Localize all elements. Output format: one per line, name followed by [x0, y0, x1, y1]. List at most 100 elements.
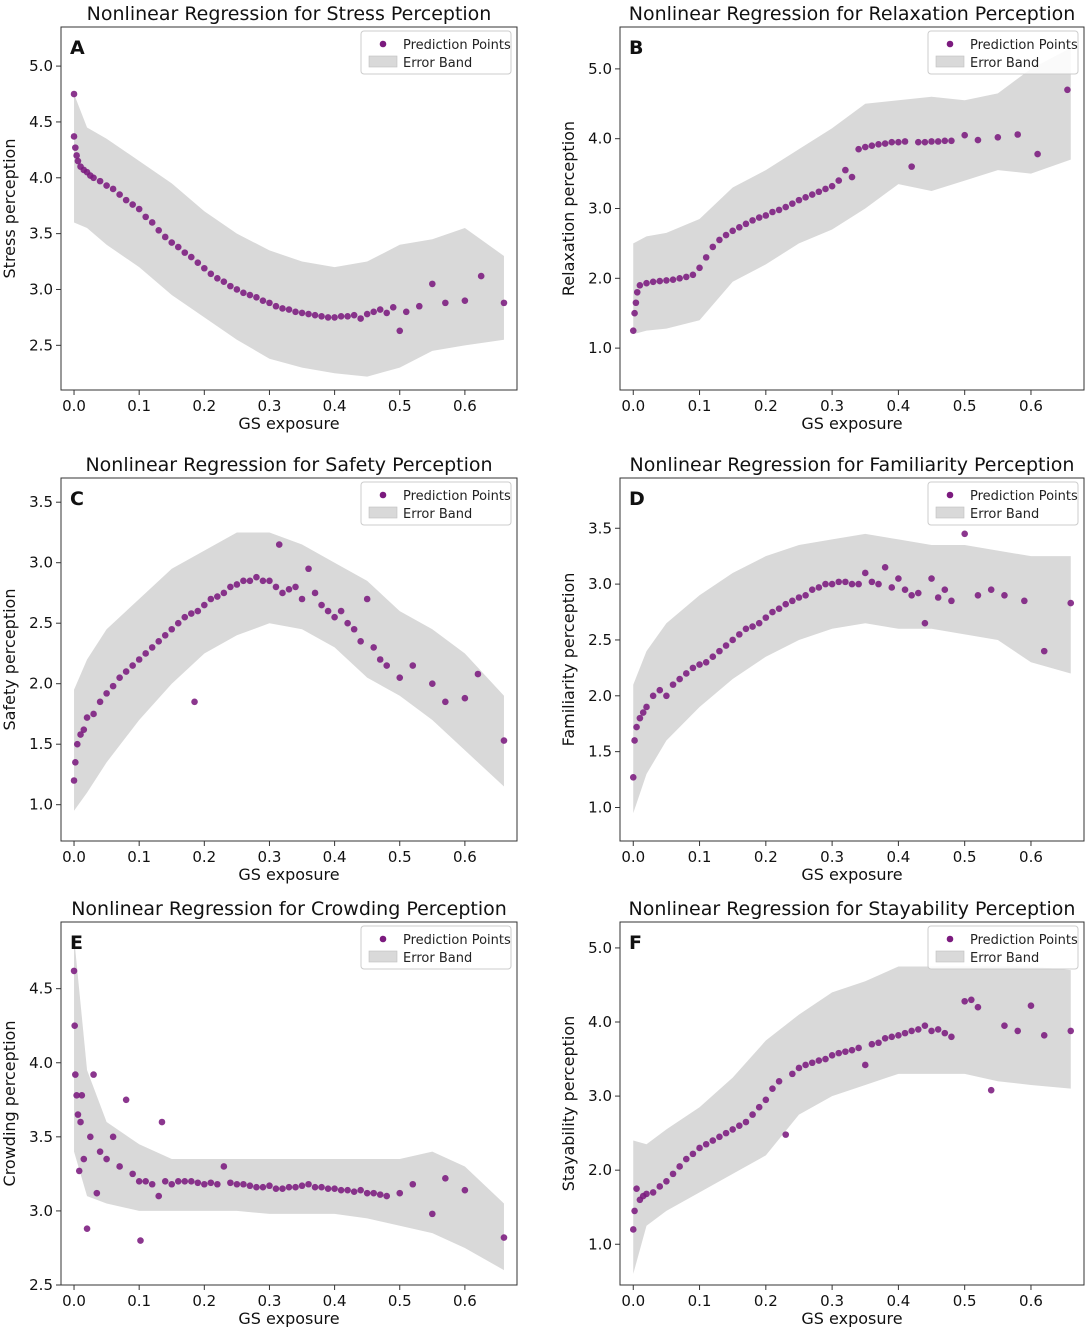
data-point [259, 577, 267, 585]
data-point [1014, 131, 1022, 138]
data-point [789, 200, 796, 207]
legend-band-swatch [368, 950, 398, 963]
data-point [396, 327, 404, 335]
data-point [914, 138, 922, 146]
y-tick-label: 1.5 [588, 743, 612, 761]
data-point [122, 668, 130, 675]
data-point [442, 698, 449, 706]
x-tick-label: 0.1 [688, 397, 712, 415]
y-tick-label: 5.0 [29, 57, 53, 75]
data-point [742, 625, 750, 633]
error-band [74, 936, 504, 1271]
data-point [948, 597, 955, 605]
chart-panel-b: 0.0 0.1 0.2 0.3 0.4 0.5 0.6 1.0 2.0 3.0 4.0 5.0 Nonl… [559, 3, 1085, 433]
data-point [135, 656, 143, 663]
x-tick-label: 0.6 [453, 397, 477, 415]
data-point [842, 166, 849, 174]
data-point [888, 138, 896, 146]
data-point [948, 1033, 955, 1041]
data-point [168, 1180, 176, 1188]
data-point [233, 1180, 241, 1188]
data-point [129, 1170, 136, 1178]
data-point [888, 584, 896, 591]
data-point [311, 589, 319, 597]
y-tick-label: 2.0 [588, 269, 612, 287]
error-band [633, 533, 1071, 814]
data-point [363, 310, 371, 318]
y-tick-label: 2.5 [29, 614, 53, 632]
data-point [901, 138, 909, 145]
x-tick-label: 0.0 [62, 848, 86, 866]
data-point [656, 277, 664, 285]
data-point [636, 281, 644, 289]
data-point [639, 709, 647, 716]
data-point [70, 90, 78, 98]
data-point [802, 194, 809, 201]
legend-box [360, 925, 512, 970]
data-point [227, 583, 234, 591]
legend-box [927, 481, 1079, 526]
data-point [643, 1190, 650, 1198]
legend-label-points: Prediction Points [403, 933, 511, 948]
data-point [285, 586, 293, 593]
data-point [762, 212, 770, 219]
x-axis-label: GS exposure [238, 1309, 339, 1327]
data-point [477, 272, 485, 280]
data-point [848, 580, 856, 588]
legend-band-swatch [935, 506, 965, 519]
data-point [861, 143, 869, 151]
data-point [663, 1177, 670, 1185]
data-point [881, 1035, 889, 1042]
data-point [961, 131, 968, 139]
x-tick-label: 0.5 [953, 1292, 977, 1310]
data-point [109, 1133, 117, 1141]
data-point [148, 219, 156, 226]
data-point [921, 1022, 929, 1030]
data-point [629, 1226, 637, 1233]
prediction-points [70, 90, 508, 335]
data-point [722, 231, 730, 239]
data-point [103, 1155, 110, 1163]
x-tick-label: 0.1 [127, 397, 151, 415]
data-point [643, 279, 650, 287]
x-tick-label: 0.3 [820, 1292, 844, 1310]
data-point [861, 1061, 869, 1069]
data-point [409, 1180, 417, 1188]
legend-label-points: Prediction Points [970, 38, 1078, 53]
data-point [266, 577, 273, 585]
data-point [914, 1026, 922, 1033]
data-point [769, 1085, 776, 1092]
x-tick-label: 0.4 [886, 397, 910, 415]
data-point [987, 586, 995, 593]
data-point [842, 1048, 849, 1055]
data-point [298, 595, 306, 603]
data-point [72, 1071, 79, 1078]
data-point [161, 233, 169, 241]
data-point [828, 182, 836, 190]
data-point [90, 710, 97, 718]
x-tick-label: 0.6 [1019, 848, 1043, 866]
legend-band-swatch [368, 506, 398, 519]
legend-point-marker [379, 935, 387, 943]
data-point [631, 309, 638, 317]
data-point [941, 137, 949, 145]
data-point [729, 636, 736, 644]
data-point [855, 580, 862, 588]
legend-box [360, 481, 512, 526]
axes-frame [619, 921, 1085, 1286]
data-point [722, 1129, 730, 1137]
data-point [676, 675, 683, 683]
data-point [795, 1064, 803, 1072]
legend-label-points: Prediction Points [970, 933, 1078, 948]
data-point [324, 314, 332, 321]
x-tick-label: 0.5 [953, 397, 977, 415]
data-point [716, 236, 723, 244]
data-point [220, 589, 228, 597]
x-tick-label: 0.4 [886, 1292, 910, 1310]
data-point [383, 309, 391, 317]
data-point [649, 692, 657, 700]
data-point [72, 759, 79, 766]
data-point [227, 1179, 234, 1187]
data-point [1027, 1002, 1035, 1010]
data-point [194, 607, 202, 615]
